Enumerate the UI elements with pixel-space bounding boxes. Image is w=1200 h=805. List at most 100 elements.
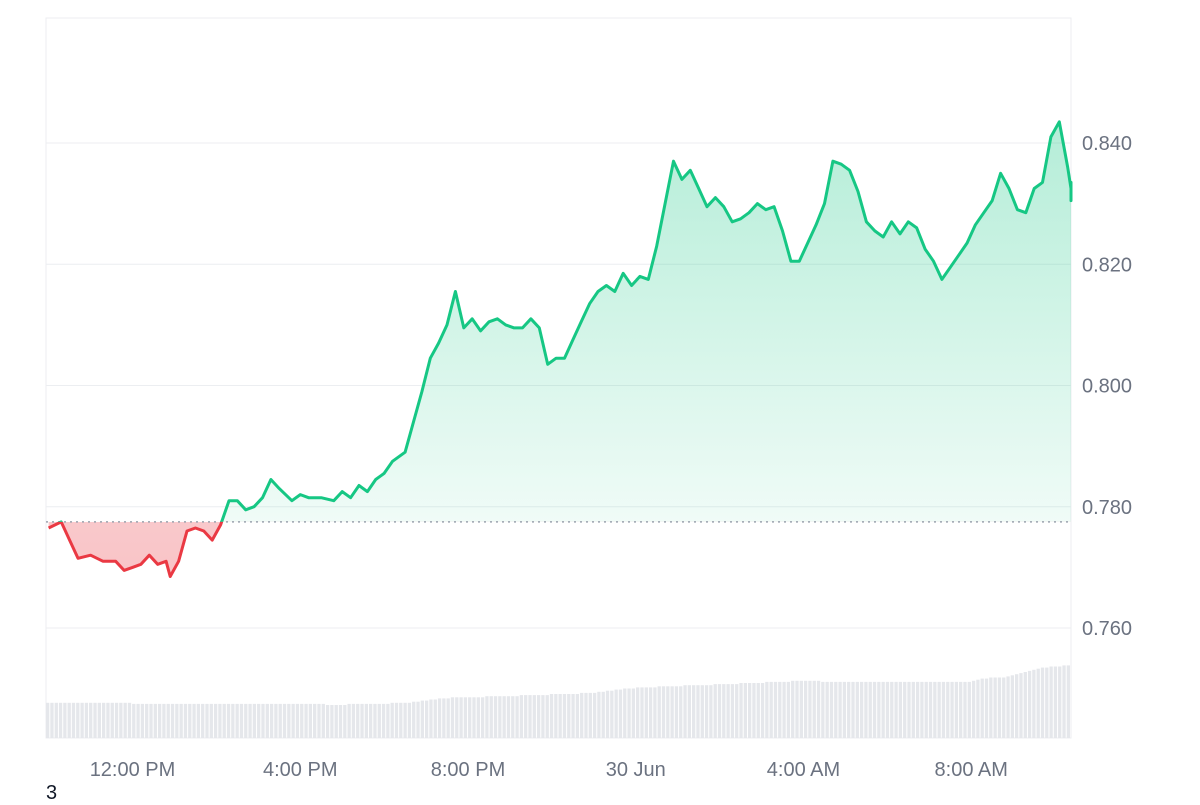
volume-bar (170, 703, 175, 738)
volume-bar (872, 681, 877, 738)
volume-bar (816, 680, 821, 738)
volume-bar (252, 703, 257, 738)
volume-bar (614, 689, 618, 738)
volume-bar (420, 700, 424, 738)
volume-bar (752, 683, 756, 738)
volume-bar (709, 685, 713, 738)
volume-bar (489, 696, 493, 738)
volume-bar (93, 702, 97, 738)
volume-bar (562, 694, 567, 738)
volume-bar (205, 703, 209, 738)
volume-bar (498, 696, 502, 738)
volume-bar (63, 702, 67, 738)
volume-bar (950, 681, 954, 738)
volume-bar (442, 698, 446, 738)
volume-bar (330, 705, 334, 738)
volume-bar (515, 696, 519, 738)
volume-bar (610, 690, 614, 738)
volume-bar (868, 681, 872, 738)
volume-bar (554, 694, 558, 738)
line-above-baseline (57, 120, 1073, 522)
volume-bar (946, 681, 950, 738)
volume-bar (209, 703, 213, 738)
volume-bar (670, 686, 674, 738)
volume-bar (110, 702, 114, 738)
volume-bar (963, 681, 967, 738)
volume-bar (674, 686, 679, 738)
volume-bar (502, 696, 506, 738)
volume-bar (855, 681, 859, 738)
volume-bar (412, 701, 416, 738)
volume-bar (274, 703, 278, 738)
volume-bar (976, 679, 980, 738)
volume-bar (450, 697, 455, 738)
volume-bar (644, 687, 648, 738)
volume-bar (933, 681, 937, 738)
volume-bar (726, 684, 730, 738)
volume-bar (394, 702, 399, 738)
volume-bar (84, 702, 89, 738)
volume-bars (46, 665, 1070, 738)
volume-bar (1062, 665, 1066, 738)
volume-bar (928, 681, 933, 738)
volume-bar (842, 681, 847, 738)
volume-bar (519, 695, 524, 738)
volume-bar (735, 684, 739, 738)
volume-bar (101, 702, 106, 738)
volume-bar (231, 703, 235, 738)
volume-bar (356, 703, 360, 738)
volume-bar (541, 695, 545, 738)
volume-bar (661, 686, 666, 738)
volume-bar (244, 703, 248, 738)
volume-bar (343, 705, 347, 738)
volume-bar (636, 687, 640, 738)
volume-bar (756, 683, 760, 738)
volume-bar (601, 691, 605, 738)
volume-bar (528, 695, 532, 738)
x-tick-label: 4:00 AM (767, 759, 840, 781)
volume-bar (536, 695, 541, 738)
volume-bar (360, 703, 364, 738)
volume-bar (287, 703, 291, 738)
volume-bar (920, 681, 924, 738)
volume-bar (799, 680, 803, 738)
volume-bar (485, 696, 489, 738)
x-tick-label: 4:00 PM (263, 759, 337, 781)
volume-bar (226, 703, 231, 738)
volume-bar (188, 703, 192, 738)
volume-bar (257, 703, 261, 738)
volume-bar (58, 702, 63, 738)
volume-bar (631, 688, 636, 738)
volume-bar (993, 677, 997, 738)
volume-bar (127, 702, 132, 738)
volume-bar (1002, 677, 1006, 738)
volume-bar (580, 692, 584, 738)
volume-bar (1032, 669, 1036, 738)
volume-bar (476, 697, 480, 738)
volume-bar (76, 702, 80, 738)
volume-bar (321, 703, 325, 738)
volume-bar (722, 684, 726, 738)
volume-bar (300, 703, 304, 738)
corner-label: 3 (46, 782, 58, 804)
volume-bar (851, 681, 855, 738)
volume-bar (239, 703, 244, 738)
volume-bar (424, 700, 429, 738)
volume-bar (558, 694, 562, 738)
volume-bar (592, 692, 597, 738)
area-below-baseline (48, 521, 222, 577)
volume-bar (627, 688, 631, 738)
y-tick-label: 0.780 (1082, 497, 1132, 519)
volume-bar (524, 695, 528, 738)
volume-bar (347, 703, 351, 738)
volume-bar (149, 703, 153, 738)
volume-bar (313, 703, 317, 738)
volume-bar (472, 697, 476, 738)
volume-bar (829, 681, 834, 738)
volume-bar (196, 703, 201, 738)
volume-bar (898, 681, 903, 738)
volume-bar (455, 697, 459, 738)
volume-bar (278, 703, 282, 738)
volume-bar (1040, 667, 1045, 738)
